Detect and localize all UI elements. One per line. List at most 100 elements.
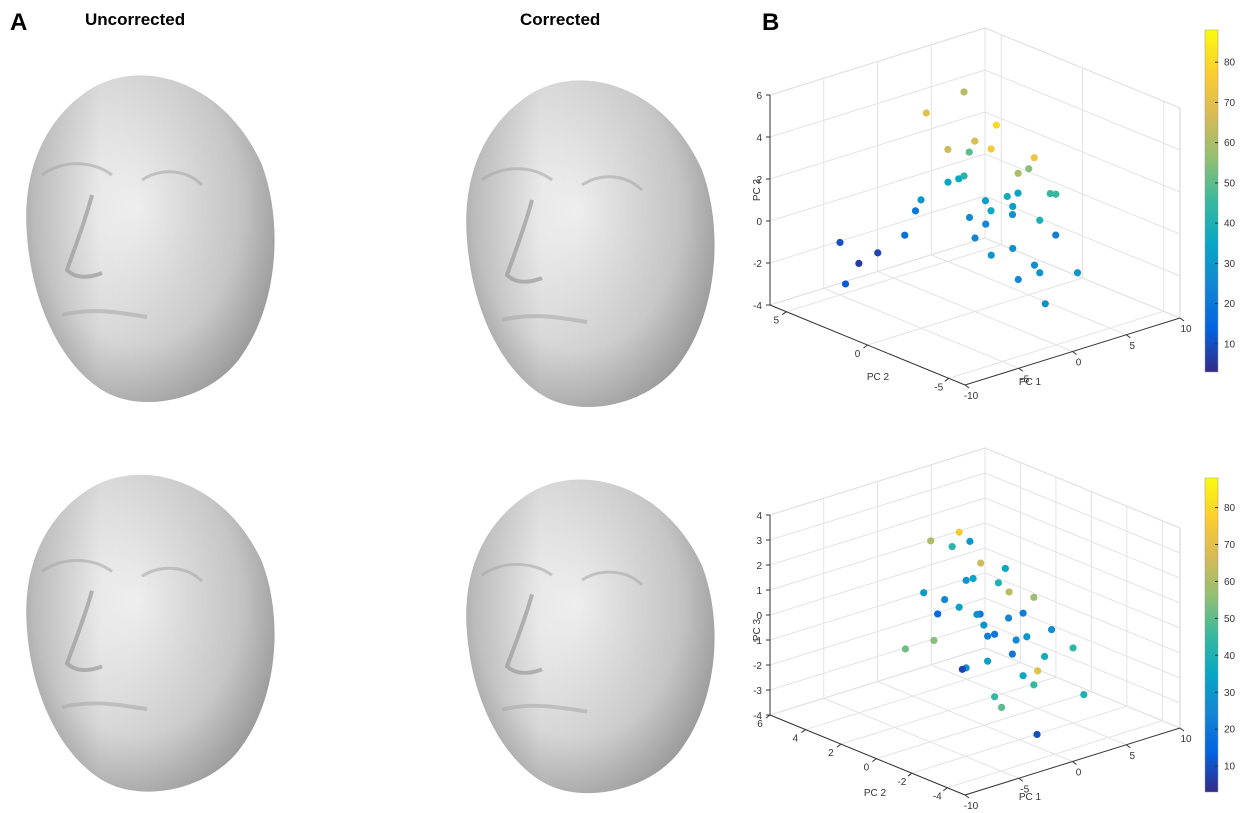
tick-mark	[801, 730, 805, 733]
data-point	[956, 529, 963, 536]
data-point	[966, 149, 973, 156]
colorbar-tick-label: 50	[1224, 178, 1236, 189]
axis-label: PC 3	[752, 178, 763, 201]
x-tick-label: 0	[1076, 358, 1082, 369]
grid-line	[868, 278, 1083, 345]
x-tick-label: -10	[964, 391, 979, 402]
z-tick-label: 1	[756, 586, 762, 597]
colorbar-tick-label: 30	[1224, 688, 1236, 699]
data-point	[1034, 667, 1041, 674]
grid-line	[805, 663, 1020, 730]
data-point	[1041, 653, 1048, 660]
tick-mark	[837, 744, 841, 747]
data-point	[963, 577, 970, 584]
z-tick-label: 4	[756, 133, 762, 144]
data-point	[995, 579, 1002, 586]
axis-label: PC 1	[1019, 792, 1042, 803]
tick-mark	[965, 795, 969, 798]
data-point	[1069, 644, 1076, 651]
data-point	[1009, 245, 1016, 252]
data-point	[1009, 650, 1016, 657]
data-point	[901, 232, 908, 239]
data-point	[930, 637, 937, 644]
data-point	[1080, 691, 1087, 698]
data-point	[988, 145, 995, 152]
data-point	[1042, 300, 1049, 307]
z-tick-label: 3	[756, 536, 762, 547]
axis-line	[965, 318, 1180, 385]
data-point	[1019, 610, 1026, 617]
colorbar-tick-label: 80	[1224, 58, 1236, 69]
data-point	[1014, 190, 1021, 197]
y-tick-label: -5	[934, 382, 943, 393]
data-point	[1005, 614, 1012, 621]
data-point	[920, 589, 927, 596]
z-tick-label: -4	[753, 711, 762, 722]
data-point	[855, 260, 862, 267]
column-header: Corrected	[520, 10, 600, 29]
y-tick-label: 0	[855, 349, 861, 360]
panel-label: B	[762, 9, 779, 36]
data-point	[970, 575, 977, 582]
data-point	[971, 234, 978, 241]
y-tick-label: 0	[864, 763, 870, 774]
data-point	[1052, 231, 1059, 238]
data-point	[980, 622, 987, 629]
data-point	[1009, 211, 1016, 218]
colorbar	[1205, 30, 1218, 372]
colorbar-tick-label: 60	[1224, 138, 1236, 149]
data-point	[944, 146, 951, 153]
colorbar-tick-label: 70	[1224, 540, 1236, 551]
x-tick-label: 5	[1129, 341, 1135, 352]
data-point	[977, 559, 984, 566]
tick-mark	[1126, 745, 1130, 748]
data-point	[984, 658, 991, 665]
x-tick-label: 0	[1076, 768, 1082, 779]
tick-mark	[1073, 762, 1077, 765]
figure: A Uncorrected Corrected B -10-50510-505-…	[0, 0, 1244, 813]
axis-label: PC 2	[864, 788, 887, 799]
data-point	[966, 538, 973, 545]
data-point	[1030, 681, 1037, 688]
data-point	[973, 611, 980, 618]
face-render	[466, 480, 714, 794]
data-point	[1074, 269, 1081, 276]
x-tick-label: 10	[1180, 734, 1192, 745]
axis-label: PC 3	[752, 618, 763, 641]
data-point	[1036, 217, 1043, 224]
tick-mark	[908, 773, 912, 776]
y-tick-label: -4	[933, 792, 942, 803]
data-point	[912, 207, 919, 214]
face-render	[466, 80, 714, 407]
panel-label: A	[10, 9, 27, 36]
colorbar-tick-label: 10	[1224, 762, 1236, 773]
data-point	[988, 252, 995, 259]
data-point	[1004, 193, 1011, 200]
tick-mark	[1126, 335, 1130, 338]
data-point	[1015, 170, 1022, 177]
grid-line	[985, 498, 1180, 578]
x-tick-label: -10	[964, 801, 979, 812]
colorbar-tick-label: 60	[1224, 577, 1236, 588]
z-tick-label: -2	[753, 259, 762, 270]
data-point	[1013, 636, 1020, 643]
data-point	[959, 666, 966, 673]
colorbar-tick-label: 20	[1224, 299, 1236, 310]
data-point	[842, 280, 849, 287]
grid-line	[876, 692, 1091, 759]
data-point	[982, 197, 989, 204]
axis-label: PC 1	[1019, 377, 1042, 388]
colorbar-tick-label: 50	[1224, 614, 1236, 625]
grid-line	[912, 706, 1127, 773]
data-point	[941, 596, 948, 603]
data-point	[987, 207, 994, 214]
z-tick-label: -3	[753, 686, 762, 697]
x-tick-label: 5	[1129, 751, 1135, 762]
colorbar-tick-label: 10	[1224, 339, 1236, 350]
data-point	[1031, 154, 1038, 161]
data-point	[1036, 269, 1043, 276]
grid-line	[841, 677, 1056, 744]
data-point	[991, 631, 998, 638]
data-point	[1033, 731, 1040, 738]
z-tick-label: 6	[756, 91, 762, 102]
